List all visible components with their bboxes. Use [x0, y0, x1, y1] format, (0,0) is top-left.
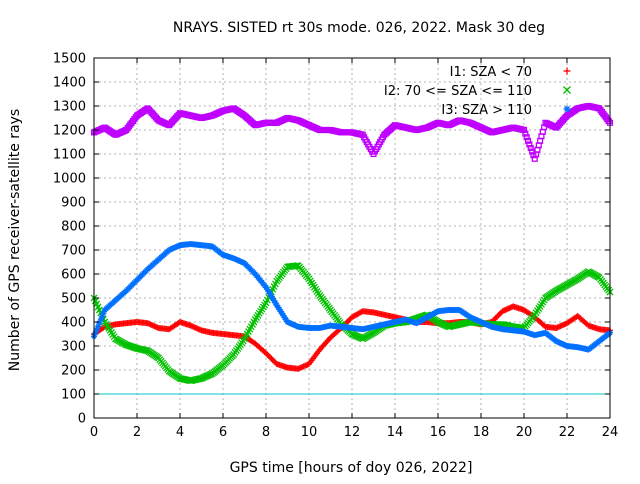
y-tick-label: 600 [61, 268, 86, 283]
x-tick-label: 14 [387, 425, 404, 440]
data-point [564, 106, 571, 113]
legend-label: I2: 70 <= SZA <= 110 [384, 84, 532, 99]
x-tick-label: 8 [262, 425, 270, 440]
y-tick-label: 800 [61, 220, 86, 235]
series-4 [92, 104, 613, 162]
x-tick-label: 22 [559, 425, 576, 440]
legend: I1: SZA < 70 I2: 70 <= SZA <= 110 I3: SZA … [384, 65, 571, 118]
x-tick-label: 4 [176, 425, 184, 440]
legend-label: I1: SZA < 70 [450, 65, 532, 80]
legend-label: I3: SZA > 110 [441, 103, 532, 118]
x-tick-label: 12 [344, 425, 361, 440]
data-point [564, 87, 571, 94]
data-point [564, 68, 571, 75]
y-tick-label: 0 [78, 412, 86, 427]
y-tick-label: 1500 [53, 52, 86, 67]
grid [94, 58, 610, 418]
y-tick-label: 100 [61, 388, 86, 403]
x-axis-label: GPS time [hours of doy 026, 2022] [230, 460, 473, 476]
y-tick-label: 700 [61, 244, 86, 259]
x-tick-label: 0 [90, 425, 98, 440]
x-tick-label: 18 [473, 425, 490, 440]
x-tick-label: 24 [602, 425, 619, 440]
y-tick-label: 1000 [53, 172, 86, 187]
x-tick-label: 2 [133, 425, 141, 440]
y-tick-label: 1200 [53, 124, 86, 139]
y-tick-label: 1400 [53, 76, 86, 91]
x-tick-label: 16 [430, 425, 447, 440]
y-tick-label: 1300 [53, 100, 86, 115]
y-axis-label: Number of GPS receiver-satellite rays [7, 109, 23, 371]
chart-title: NRAYS. SISTED rt 30s mode. 026, 2022. Ma… [173, 20, 545, 36]
y-tick-label: 200 [61, 364, 86, 379]
y-tick-label: 300 [61, 340, 86, 355]
y-tick-label: 900 [61, 196, 86, 211]
y-tick-label: 500 [61, 292, 86, 307]
x-tick-label: 10 [301, 425, 318, 440]
x-tick-label: 6 [219, 425, 227, 440]
y-tick-label: 400 [61, 316, 86, 331]
y-tick-label: 1100 [53, 148, 86, 163]
x-tick-label: 20 [516, 425, 533, 440]
